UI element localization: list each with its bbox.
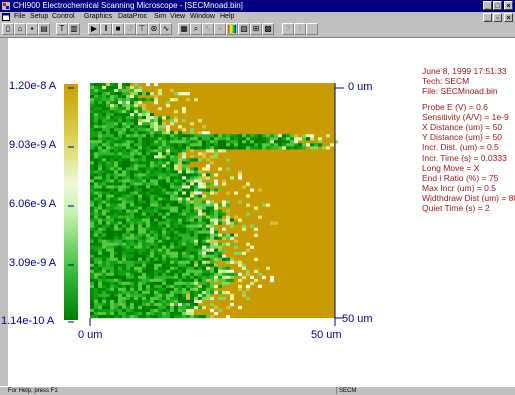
colorbar-label-2: 9.03e-9 A: [9, 139, 57, 151]
app-icon: [2, 2, 10, 10]
info-file: File: SECMnoad.bin: [422, 86, 498, 96]
colorbar: [64, 84, 78, 320]
run-icon[interactable]: ▶: [88, 23, 100, 35]
print-icon[interactable]: ▤: [38, 23, 50, 35]
info-param: Sensitivity (A/V) = 1e-9: [422, 112, 509, 123]
document-icon[interactable]: [2, 13, 10, 21]
colorbar-label-3: 6.06e-9 A: [9, 198, 57, 210]
minimize-button[interactable]: _: [483, 1, 492, 10]
menu-help[interactable]: Help: [220, 13, 235, 20]
doc-close-button[interactable]: ×: [504, 13, 513, 22]
info-tech: Tech: SECM: [422, 76, 470, 86]
new-icon[interactable]: ▯: [2, 23, 14, 35]
color-icon[interactable]: [226, 23, 238, 35]
doc-minimize-button[interactable]: _: [483, 13, 492, 22]
grid-icon[interactable]: ▧: [238, 23, 250, 35]
info-param: Incr. Dist. (um) = 0.5: [422, 142, 499, 153]
graph-icon[interactable]: ▦: [178, 23, 190, 35]
colorbar-label-4: 3.09e-9 A: [9, 257, 57, 269]
graph-window: 1.20e-8 A 9.03e-9 A 6.06e-9 A 3.09e-9 A …: [1, 38, 515, 386]
menu-dataproc[interactable]: DataProc: [118, 13, 148, 20]
info-param: Max Incr (um) = 0.5: [422, 182, 496, 193]
info-param: Y Distance (um) = 50: [422, 132, 502, 143]
window-title: CHI900 Electrochemical Scanning Microsco…: [13, 1, 243, 10]
menu-sim[interactable]: Sim: [154, 13, 167, 20]
cell-icon[interactable]: ⊞: [250, 23, 262, 35]
scan-image: [68, 83, 344, 326]
info-param: Incr. Time (s) = 0.0333: [422, 152, 507, 163]
probe-icon[interactable]: ⊤: [136, 23, 148, 35]
title-bar: CHI900 Electrochemical Scanning Microsco…: [0, 0, 515, 12]
menu-view[interactable]: View: [170, 13, 186, 20]
menu-control[interactable]: Control: [52, 13, 75, 20]
info-param: Widthdraw Dist (um) = 80: [422, 192, 515, 203]
close-button[interactable]: ×: [504, 1, 513, 10]
help-icon[interactable]: ?: [282, 23, 294, 35]
macro-icon[interactable]: ▩: [262, 23, 274, 35]
cursor-icon[interactable]: ↖: [202, 23, 214, 35]
y-axis-top-label: 0 um: [348, 81, 373, 93]
status-bar: For Help, press F1 SECM: [0, 386, 515, 394]
zoom-icon[interactable]: ⌕: [190, 23, 202, 35]
info-param: Long Move = X: [422, 162, 480, 173]
filter-icon[interactable]: ∿: [160, 23, 172, 35]
about-icon[interactable]: i: [294, 23, 306, 35]
status-help: For Help, press F1: [8, 388, 58, 394]
stop-icon[interactable]: ■: [112, 23, 124, 35]
colorbar-label-1: 1.20e-8 A: [9, 80, 57, 92]
parameters-icon[interactable]: ▥: [68, 23, 80, 35]
info-param: End i Ratio (%) = 75: [422, 172, 499, 183]
x-axis-left-label: 0 um: [78, 329, 103, 341]
colorbar-label-5: 1.14e-10 A: [1, 315, 55, 327]
maximize-button[interactable]: □: [493, 1, 502, 10]
doc-restore-button[interactable]: ▫: [493, 13, 502, 22]
menu-bar: File Setup Control Graphics DataProc Sim…: [0, 12, 515, 22]
manual-result-icon[interactable]: ≡: [214, 23, 226, 35]
ir-comp-icon[interactable]: ⊛: [148, 23, 160, 35]
info-date: June 8, 1999 17:51:33: [422, 66, 507, 76]
x-axis-right-label: 50 um: [311, 329, 342, 341]
pause-icon[interactable]: ‖: [100, 23, 112, 35]
save-icon[interactable]: ▪: [26, 23, 38, 35]
info-param: Quiet Time (s) = 2: [422, 203, 490, 213]
technique-icon[interactable]: T: [56, 23, 68, 35]
open-icon[interactable]: ⌂: [14, 23, 26, 35]
menu-file[interactable]: File: [14, 13, 26, 20]
info-param: Probe E (V) = 0.6: [422, 102, 488, 112]
status-technique: SECM: [336, 387, 509, 394]
menu-graphics[interactable]: Graphics: [84, 13, 113, 20]
menu-window[interactable]: Window: [190, 13, 215, 20]
reverse-icon[interactable]: ↺: [124, 23, 136, 35]
info-param: X Distance (um) = 50: [422, 122, 503, 133]
menu-setup[interactable]: Setup: [30, 13, 49, 20]
y-axis-bottom-label: 50 um: [342, 313, 373, 325]
toolbar: ▯ ⌂ ▪ ▤ T ▥ ▶ ‖ ■ ↺ ⊤ ⊛ ∿ ▦ ⌕ ↖ ≡ ▧ ⊞ ▩ …: [0, 22, 515, 38]
extra-icon[interactable]: ·: [306, 23, 318, 35]
